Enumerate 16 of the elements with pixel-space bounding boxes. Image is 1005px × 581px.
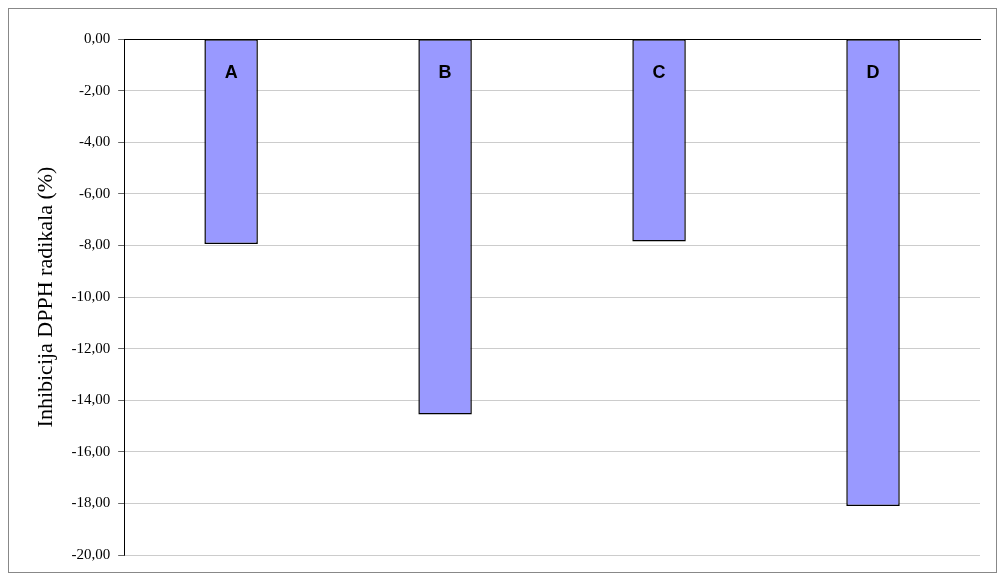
y-tick-label: -2,00 xyxy=(78,81,111,98)
y-tick-label: -14,00 xyxy=(71,391,111,408)
y-tick-label: -4,00 xyxy=(78,133,111,150)
y-tick-label: 0,00 xyxy=(83,29,111,46)
y-tick-label: -20,00 xyxy=(71,545,111,562)
y-tick-label: -6,00 xyxy=(78,184,111,201)
y-tick-label: -16,00 xyxy=(71,442,111,459)
y-tick-label: -8,00 xyxy=(78,236,111,253)
y-tick-label: -12,00 xyxy=(71,339,111,356)
y-tick-label: -10,00 xyxy=(71,287,111,304)
y-tick-label: -18,00 xyxy=(71,494,111,511)
x-tick-label: D xyxy=(866,61,880,82)
x-tick-label: C xyxy=(652,61,666,82)
x-tick-label: B xyxy=(438,61,452,82)
y-axis-title: Inhibicija DPPH radikala (%) xyxy=(31,166,57,428)
x-tick-label: A xyxy=(224,61,238,82)
